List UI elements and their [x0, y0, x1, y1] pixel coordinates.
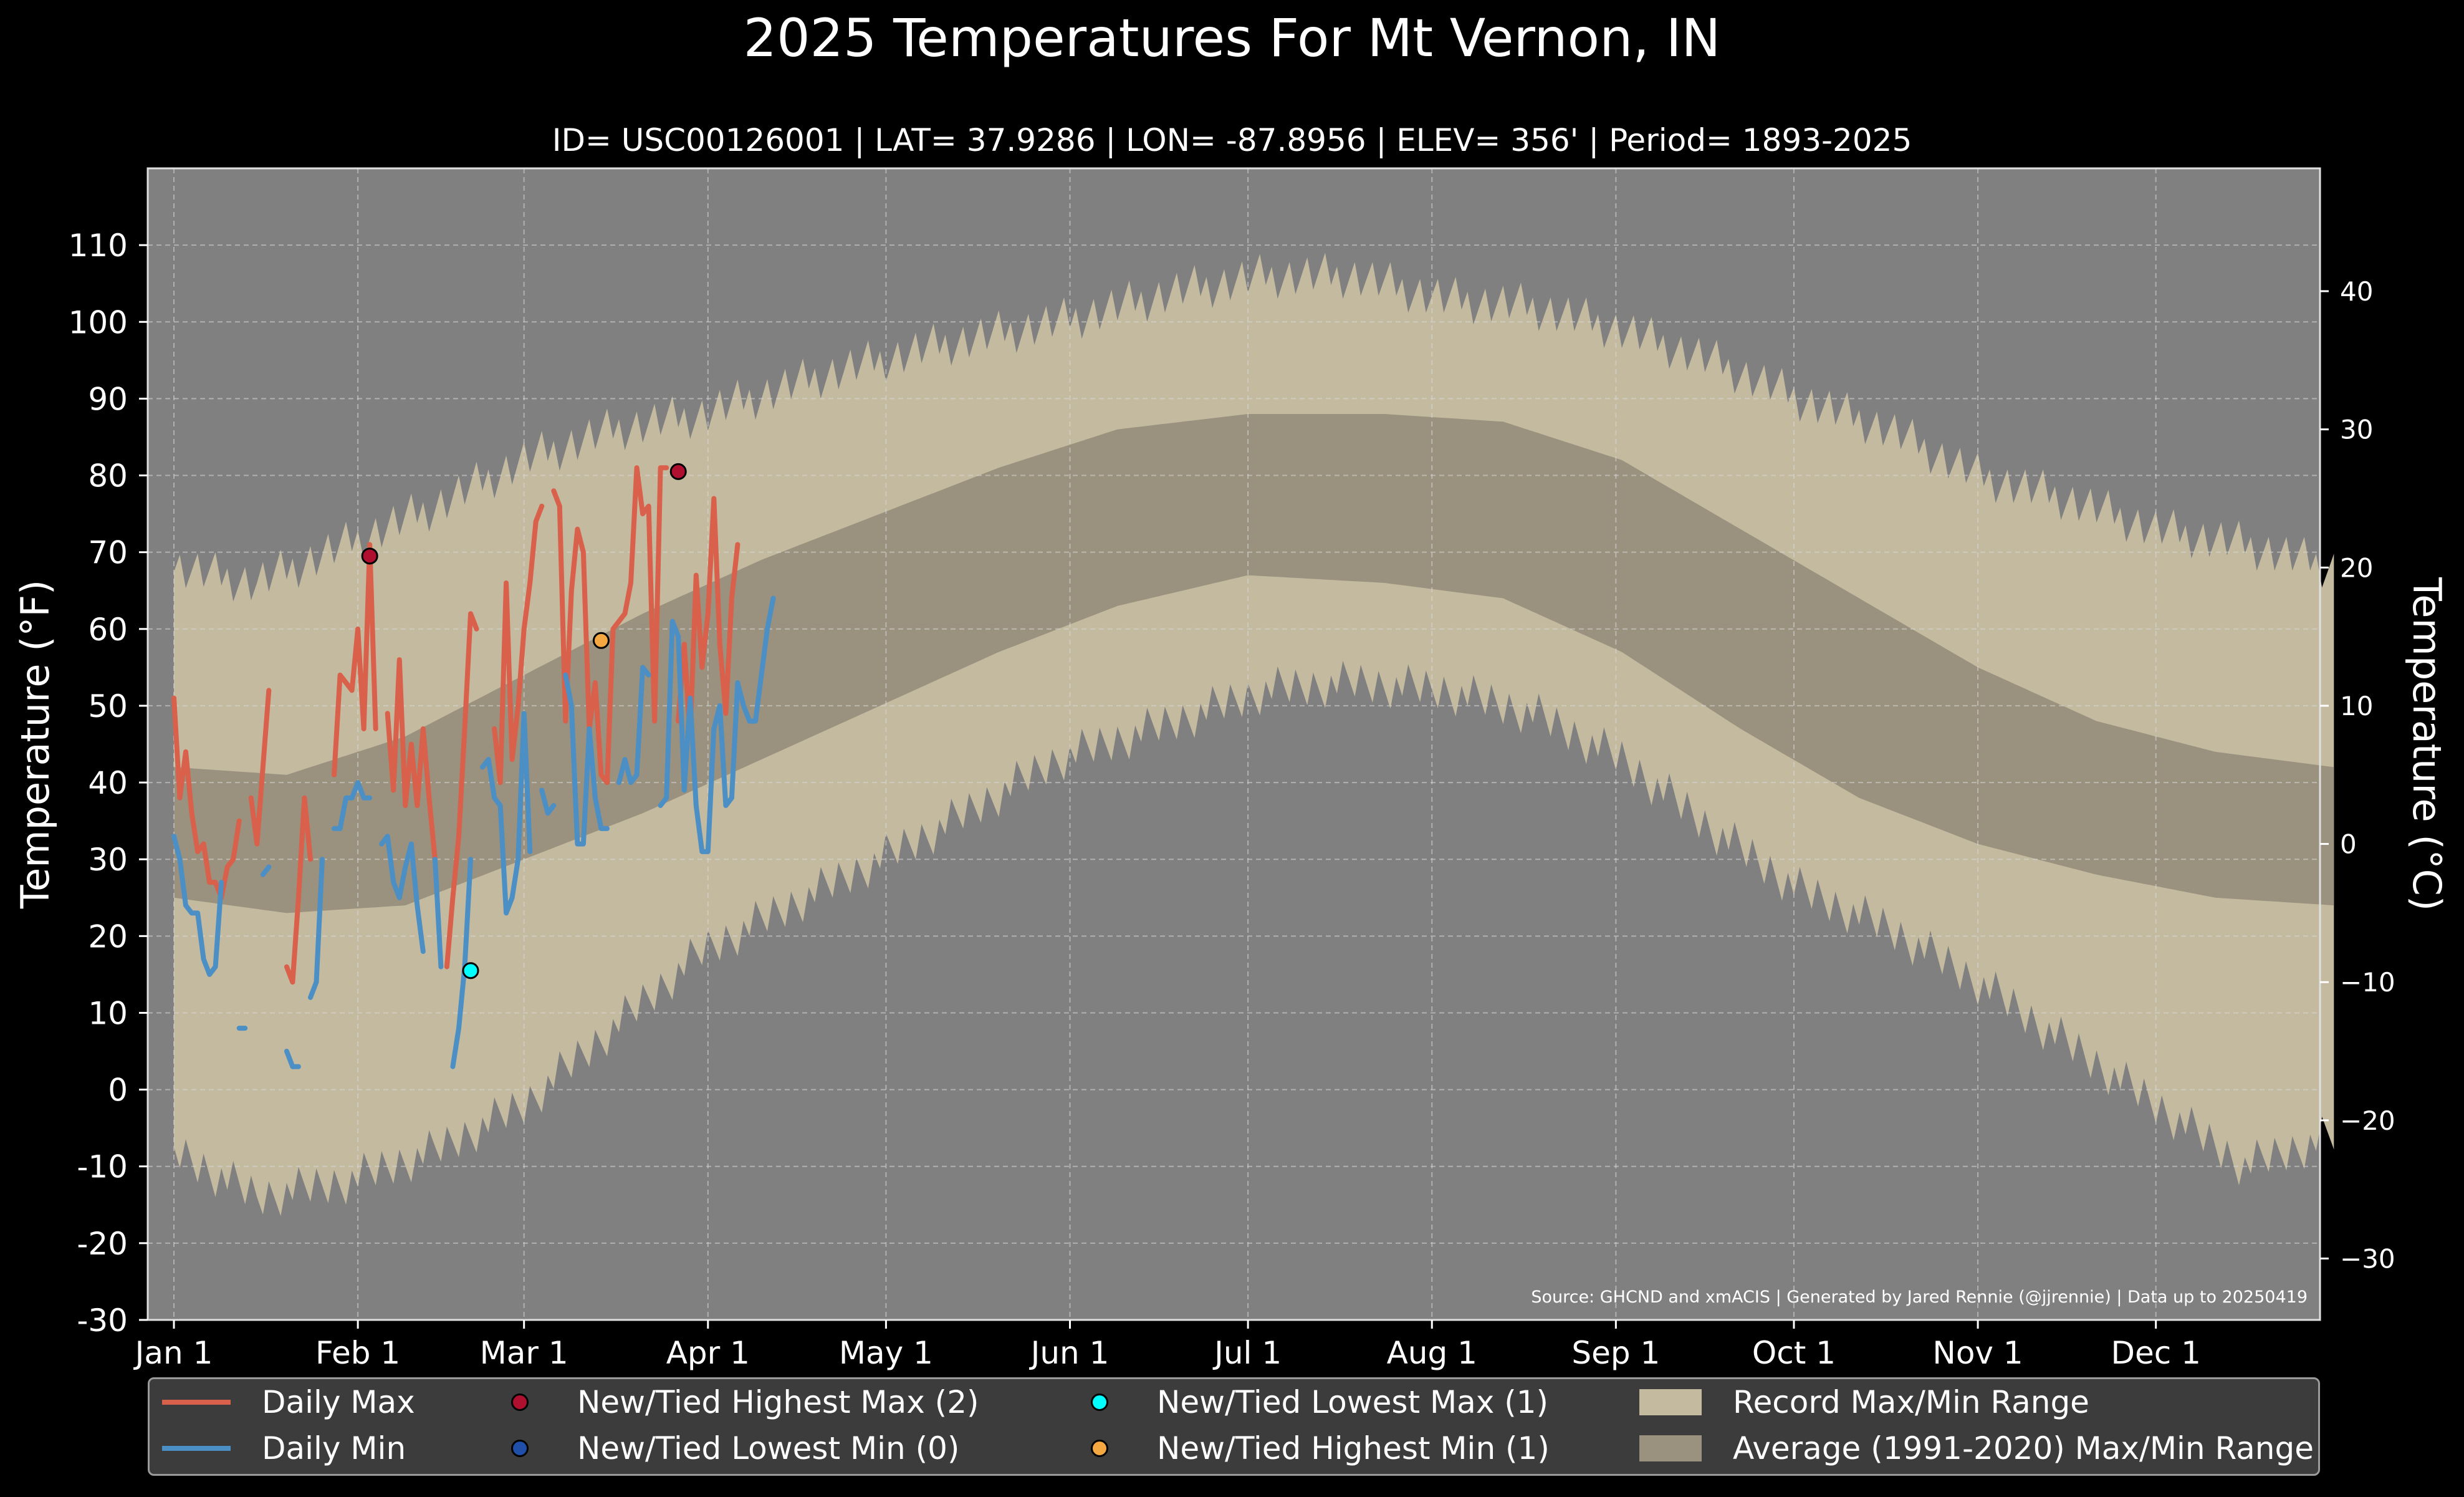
- daily-min-line: [658, 595, 776, 854]
- plot-frame: [146, 167, 2321, 1321]
- daily-min-line: [284, 1049, 301, 1069]
- daily-min-line: [480, 711, 533, 916]
- legend-label: Record Max/Min Range: [1733, 1384, 2089, 1420]
- y-tick-label: 80: [88, 458, 128, 494]
- legend-daily-max: Daily Max: [162, 1384, 415, 1420]
- daily-max-line: [284, 795, 313, 985]
- y-tick-label: 30: [88, 842, 128, 878]
- legend-label: New/Tied Highest Min (1): [1157, 1430, 1550, 1466]
- y2-tick-label: 0: [2340, 829, 2357, 860]
- daily-max-line: [551, 465, 669, 786]
- record-marker: [669, 463, 687, 480]
- y-tick-label: 60: [88, 612, 128, 648]
- y-tick-label: 100: [69, 304, 128, 340]
- daily-min-line: [308, 857, 325, 1000]
- y2-tick-label: 30: [2340, 415, 2373, 445]
- daily-min-line: [616, 665, 651, 786]
- y2-tick-label: −20: [2340, 1105, 2395, 1136]
- marker-dot-icon: [1091, 1394, 1108, 1411]
- daily-min-line: [332, 780, 373, 831]
- x-tick-label: Nov 1: [1932, 1335, 2023, 1371]
- chart-title: 2025 Temperatures For Mt Vernon, IN: [743, 7, 1721, 69]
- legend-new-high-max: New/Tied Highest Max (2): [474, 1384, 979, 1420]
- daily-series: [171, 465, 776, 1069]
- daily-min-line: [432, 857, 444, 970]
- y-tick-label: 0: [108, 1072, 128, 1109]
- y2-tick-label: −10: [2340, 967, 2395, 998]
- daily-min-line: [171, 834, 224, 977]
- daily-min-line: [379, 834, 426, 954]
- x-tick-label: Jun 1: [1029, 1335, 1110, 1371]
- y-tick-label: -10: [77, 1149, 128, 1185]
- x-tick-label: Aug 1: [1387, 1335, 1477, 1371]
- legend-label: New/Tied Lowest Max (1): [1157, 1384, 1549, 1420]
- daily-min-line: [563, 672, 610, 847]
- y-tick-label: 20: [88, 918, 128, 955]
- x-tick-label: Apr 1: [666, 1335, 750, 1371]
- legend-daily-min: Daily Min: [162, 1430, 406, 1466]
- y-tick-label: 10: [88, 995, 128, 1031]
- y-axis-label-right: Temperature (°C): [2404, 577, 2450, 911]
- marker-dot-icon: [511, 1440, 529, 1457]
- legend-label: Daily Max: [262, 1384, 415, 1420]
- legend-label: Average (1991-2020) Max/Min Range: [1733, 1430, 2314, 1466]
- y-axis-label-left: Temperature (°F): [12, 580, 58, 909]
- record-marker: [462, 962, 479, 980]
- x-tick-label: Jul 1: [1212, 1335, 1282, 1371]
- patch-swatch-icon: [1639, 1435, 1702, 1461]
- daily-max-line: [444, 611, 479, 970]
- daily-max-line: [248, 688, 272, 847]
- record-marker: [592, 632, 610, 649]
- legend-new-low-max: New/Tied Lowest Max (1): [1053, 1384, 1548, 1420]
- x-tick-label: Sep 1: [1571, 1335, 1660, 1371]
- y-tick-label: -30: [77, 1302, 128, 1339]
- y-tick-label: 90: [88, 381, 128, 417]
- legend-record-range: Record Max/Min Range: [1639, 1384, 2089, 1420]
- line-swatch-icon: [162, 1400, 231, 1405]
- record-markers: [361, 463, 687, 980]
- daily-max-line: [171, 695, 242, 900]
- legend: Daily Max Daily Min New/Tied Highest Max…: [148, 1377, 2320, 1476]
- daily-max-line: [385, 657, 438, 862]
- legend-label: New/Tied Highest Max (2): [577, 1384, 979, 1420]
- y2-tick-label: 10: [2340, 691, 2373, 721]
- x-tick-label: Oct 1: [1752, 1335, 1836, 1371]
- daily-min-line: [539, 787, 557, 816]
- marker-dot-icon: [1091, 1440, 1108, 1457]
- record-marker: [361, 547, 378, 565]
- x-tick-label: Feb 1: [315, 1335, 400, 1371]
- y-tick-label: 70: [88, 535, 128, 571]
- x-tick-label: Jan 1: [133, 1335, 213, 1371]
- legend-label: Daily Min: [262, 1430, 406, 1466]
- daily-min-line: [450, 857, 473, 1069]
- daily-min-line: [260, 864, 272, 877]
- x-tick-label: Mar 1: [480, 1335, 568, 1371]
- y-tick-label: 50: [88, 688, 128, 724]
- y-tick-label: -20: [77, 1226, 128, 1262]
- marker-dot-icon: [511, 1394, 529, 1411]
- legend-label: New/Tied Lowest Min (0): [577, 1430, 960, 1466]
- y-tick-label: 40: [88, 765, 128, 801]
- y2-tick-label: −30: [2340, 1243, 2395, 1274]
- daily-max-line: [332, 542, 378, 777]
- line-swatch-icon: [162, 1446, 231, 1451]
- legend-new-high-min: New/Tied Highest Min (1): [1053, 1430, 1550, 1466]
- source-note: Source: GHCND and xmACIS | Generated by …: [1531, 1288, 2308, 1307]
- y2-tick-label: 20: [2340, 552, 2373, 583]
- y2-tick-label: 40: [2340, 276, 2373, 307]
- legend-normal-range: Average (1991-2020) Max/Min Range: [1639, 1430, 2314, 1466]
- legend-new-low-min: New/Tied Lowest Min (0): [474, 1430, 959, 1466]
- patch-swatch-icon: [1639, 1389, 1702, 1415]
- y-tick-label: 110: [69, 228, 128, 264]
- chart-subtitle: ID= USC00126001 | LAT= 37.9286 | LON= -8…: [552, 122, 1912, 158]
- x-tick-label: May 1: [839, 1335, 933, 1371]
- gridlines: [148, 168, 2320, 1321]
- x-tick-label: Dec 1: [2111, 1335, 2200, 1371]
- daily-max-line: [492, 503, 545, 786]
